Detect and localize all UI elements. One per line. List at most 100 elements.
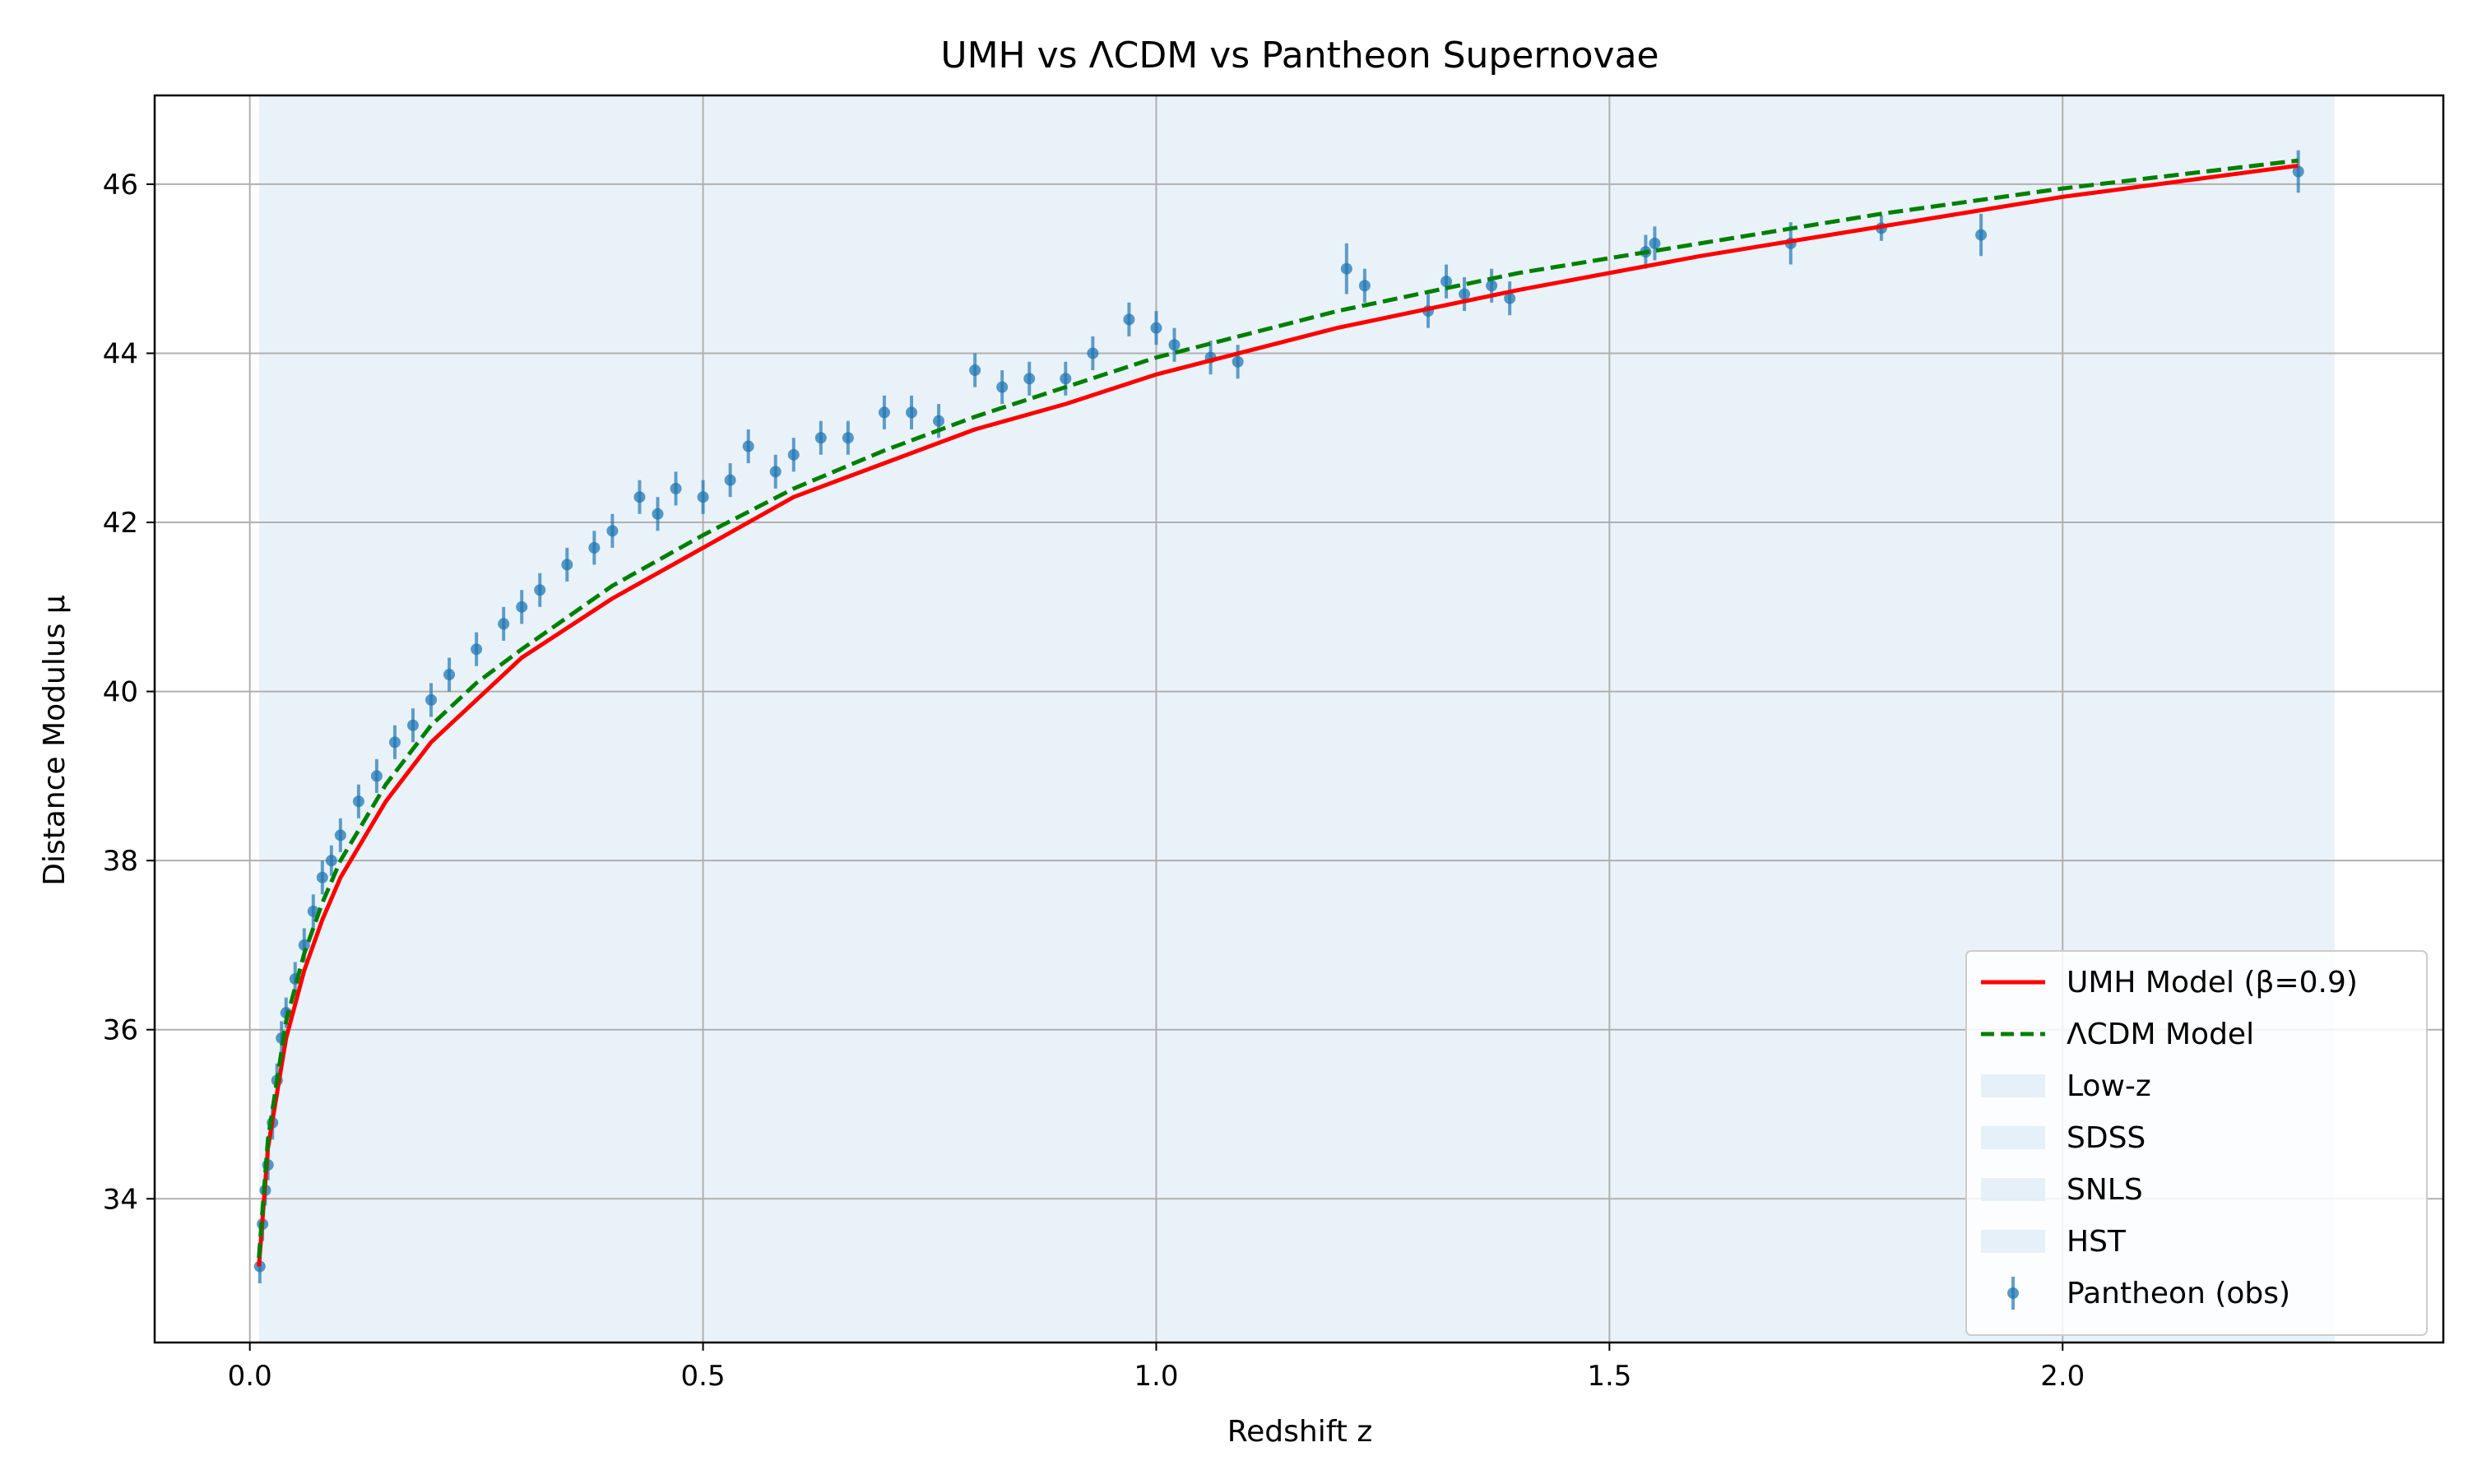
- y-tick-label: 44: [103, 337, 138, 370]
- data-point: [1440, 264, 1453, 299]
- data-point: [1023, 361, 1036, 396]
- data-point: [1123, 302, 1135, 336]
- point-marker: [842, 432, 854, 444]
- data-point: [670, 471, 682, 506]
- data-point: [996, 370, 1009, 405]
- data-point: [1459, 276, 1471, 312]
- point-marker: [1504, 292, 1516, 304]
- data-point: [498, 606, 510, 641]
- data-point: [769, 454, 782, 489]
- y-axis-label: Distance Modulus μ: [38, 595, 72, 886]
- data-point: [842, 420, 854, 455]
- point-marker: [407, 719, 420, 731]
- data-point: [787, 438, 800, 472]
- legend-item: ΛCDM Model: [1981, 1018, 2254, 1051]
- data-point: [407, 708, 420, 743]
- point-marker: [2292, 165, 2304, 178]
- point-marker: [905, 406, 917, 419]
- data-point: [425, 683, 438, 717]
- legend: UMH Model (β=0.9) ΛCDM Model Low-z SDSS SNLS…: [1965, 950, 2428, 1336]
- point-marker: [742, 440, 754, 452]
- data-point: [325, 845, 337, 876]
- point-marker: [1087, 347, 1099, 359]
- data-point: [1232, 345, 1244, 379]
- data-point: [1087, 336, 1099, 371]
- legend-label: SNLS: [2067, 1173, 2143, 1207]
- point-marker: [787, 448, 800, 461]
- point-marker: [1150, 322, 1162, 334]
- point-marker: [1023, 373, 1036, 385]
- data-point: [606, 513, 619, 548]
- y-tick-label: 36: [103, 1014, 138, 1047]
- data-point: [561, 547, 573, 582]
- data-point: [1168, 327, 1181, 362]
- data-point: [516, 590, 528, 624]
- legend-swatch-patch: [1981, 1178, 2045, 1201]
- point-marker: [606, 525, 619, 537]
- legend-label: Low-z: [2067, 1069, 2151, 1103]
- point-marker: [1232, 355, 1244, 368]
- point-marker: [969, 364, 981, 377]
- point-marker: [633, 491, 646, 503]
- data-point: [388, 725, 401, 759]
- legend-item: HST: [1981, 1225, 2127, 1259]
- point-marker: [298, 939, 310, 951]
- point-marker: [561, 559, 573, 571]
- point-marker: [334, 829, 346, 842]
- x-tick-label: 1.0: [1134, 1360, 1178, 1393]
- point-marker: [1358, 280, 1371, 292]
- data-point: [1975, 213, 1988, 257]
- data-point: [652, 497, 664, 531]
- point-marker: [933, 415, 945, 427]
- point-marker: [1649, 237, 1661, 249]
- y-tick-label: 38: [103, 845, 138, 878]
- x-axis-label: Redshift z: [1227, 1415, 1372, 1449]
- legend-label: ΛCDM Model: [2067, 1018, 2254, 1051]
- y-tick-label: 46: [103, 169, 138, 202]
- legend-item: SNLS: [1981, 1173, 2143, 1207]
- point-marker: [388, 736, 401, 749]
- point-marker: [443, 669, 456, 681]
- axes-layer: 0.0 0.5 1.0 1.5 2.0 34 36 38 40 42 44 46: [103, 94, 2445, 1393]
- point-marker: [498, 618, 510, 630]
- legend-label: HST: [2067, 1225, 2127, 1259]
- data-point: [588, 531, 601, 565]
- point-marker: [1486, 280, 1498, 292]
- lcdm-model-line: [257, 158, 2299, 1259]
- umh-model-line: [257, 163, 2299, 1267]
- legend-swatch-patch: [1981, 1230, 2045, 1253]
- y-tick-label: 34: [103, 1183, 138, 1216]
- point-marker: [652, 508, 664, 520]
- data-point: [1649, 226, 1661, 261]
- legend-swatch-point: [2007, 1287, 2019, 1299]
- legend-item: Low-z: [1981, 1069, 2151, 1103]
- axes-frame: [153, 94, 2445, 1344]
- legend-item: UMH Model (β=0.9): [1981, 966, 2358, 999]
- point-marker: [1440, 276, 1453, 288]
- point-marker: [878, 406, 890, 419]
- legend-box: [1965, 950, 2428, 1336]
- data-point: [2292, 150, 2304, 193]
- data-point: [905, 395, 917, 429]
- data-point: [370, 758, 383, 793]
- data-point: [697, 480, 709, 514]
- point-marker: [1459, 288, 1471, 300]
- data-point: [1504, 281, 1516, 316]
- point-marker: [814, 432, 827, 444]
- y-tick-label: 40: [103, 676, 138, 709]
- data-point: [969, 353, 981, 387]
- data-point: [1358, 268, 1371, 303]
- point-marker: [425, 693, 438, 706]
- data-point: [352, 784, 364, 819]
- data-point: [1340, 243, 1352, 294]
- point-marker: [1975, 229, 1988, 241]
- point-marker: [1123, 313, 1135, 326]
- data-point: [316, 860, 328, 895]
- data-point: [471, 632, 483, 666]
- y-tick-label: 42: [103, 507, 138, 540]
- legend-item: Pantheon (obs): [2007, 1277, 2290, 1310]
- point-marker: [370, 770, 383, 782]
- point-marker: [1168, 339, 1181, 351]
